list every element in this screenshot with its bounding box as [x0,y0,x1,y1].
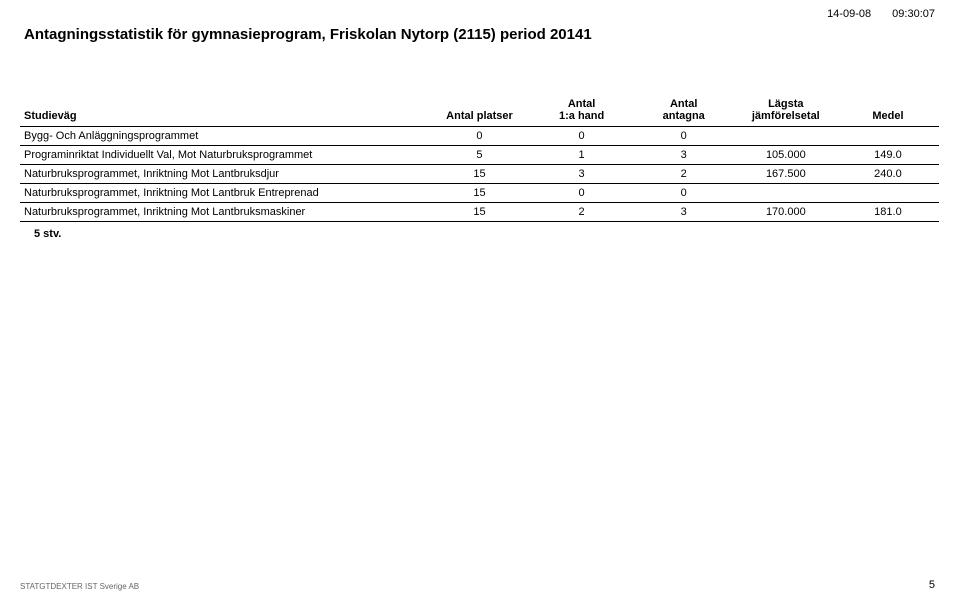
cell-antagna: 0 [633,127,735,146]
cell-name: Naturbruksprogrammet, Inriktning Mot Lan… [20,165,428,184]
col-jmf-l1: Lägsta [739,98,833,110]
cell-jmf: 170.000 [735,203,837,222]
table-row: Naturbruksprogrammet, Inriktning Mot Lan… [20,165,939,184]
cell-name: Bygg- Och Anläggningsprogrammet [20,127,428,146]
page-title: Antagningsstatistik för gymnasieprogram,… [24,26,592,43]
table-row: Naturbruksprogrammet, Inriktning Mot Lan… [20,203,939,222]
col-platser: Antal platser [428,96,530,127]
col-studievag: Studieväg [20,96,428,127]
table-header-row: Studieväg Antal platser Antal 1:a hand A… [20,96,939,127]
col-antagna-l1: Antal [637,98,731,110]
col-jmf: Lägsta jämförelsetal [735,96,837,127]
cell-hand: 3 [531,165,633,184]
cell-antagna: 3 [633,203,735,222]
row-count: 5 stv. [34,228,939,240]
cell-platser: 0 [428,127,530,146]
table-row: Naturbruksprogrammet, Inriktning Mot Lan… [20,184,939,203]
cell-antagna: 2 [633,165,735,184]
col-hand-l1: Antal [535,98,629,110]
cell-platser: 15 [428,184,530,203]
timestamp-date: 14-09-08 [827,8,871,20]
timestamp: 14-09-08 09:30:07 [809,8,935,20]
table-row: Programinriktat Individuellt Val, Mot Na… [20,146,939,165]
cell-medel: 181.0 [837,203,939,222]
cell-name: Naturbruksprogrammet, Inriktning Mot Lan… [20,184,428,203]
cell-hand: 0 [531,184,633,203]
cell-antagna: 3 [633,146,735,165]
cell-jmf: 105.000 [735,146,837,165]
cell-platser: 15 [428,203,530,222]
cell-name: Naturbruksprogrammet, Inriktning Mot Lan… [20,203,428,222]
col-antagna-l2: antagna [637,110,731,122]
cell-hand: 1 [531,146,633,165]
cell-medel: 149.0 [837,146,939,165]
cell-name: Programinriktat Individuellt Val, Mot Na… [20,146,428,165]
cell-hand: 0 [531,127,633,146]
cell-hand: 2 [531,203,633,222]
col-jmf-l2: jämförelsetal [739,110,833,122]
col-medel: Medel [837,96,939,127]
cell-platser: 15 [428,165,530,184]
cell-jmf [735,184,837,203]
cell-medel: 240.0 [837,165,939,184]
table-row: Bygg- Och Anläggningsprogrammet 0 0 0 [20,127,939,146]
col-antagna: Antal antagna [633,96,735,127]
cell-jmf [735,127,837,146]
cell-antagna: 0 [633,184,735,203]
cell-platser: 5 [428,146,530,165]
col-hand: Antal 1:a hand [531,96,633,127]
timestamp-time: 09:30:07 [892,8,935,20]
cell-medel [837,127,939,146]
cell-jmf: 167.500 [735,165,837,184]
footer-brand: STATGTDEXTER IST Sverige AB [20,582,139,591]
col-hand-l2: 1:a hand [535,110,629,122]
stats-table: Studieväg Antal platser Antal 1:a hand A… [20,96,939,222]
cell-medel [837,184,939,203]
footer-page-number: 5 [929,579,935,591]
stats-table-container: Studieväg Antal platser Antal 1:a hand A… [20,96,939,240]
